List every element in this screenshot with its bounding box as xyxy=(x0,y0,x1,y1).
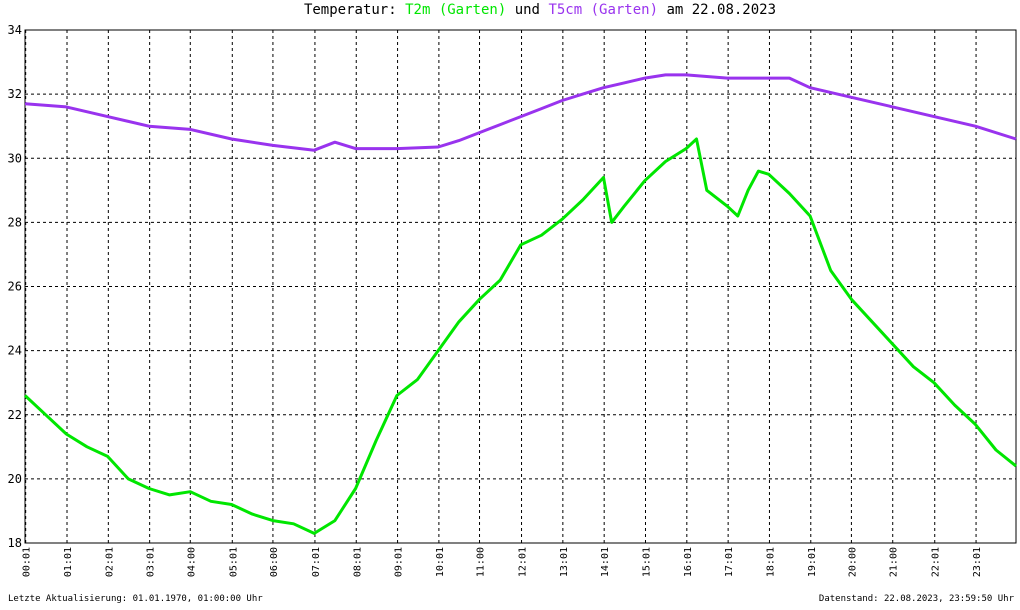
x-tick-label: 05:01 xyxy=(228,547,239,577)
x-tick-label: 06:00 xyxy=(269,547,280,577)
title-text: am 22.08.2023 xyxy=(666,2,776,18)
y-tick-label: 34 xyxy=(8,23,22,37)
legend-entry: T5cm (Garten) xyxy=(548,2,658,18)
y-tick-label: 30 xyxy=(8,151,22,165)
x-tick-label: 23:01 xyxy=(972,547,983,577)
x-tick-label: 17:01 xyxy=(724,547,735,577)
footer-right: Datenstand: 22.08.2023, 23:59:50 Uhr xyxy=(819,594,1015,604)
x-tick-label: 21:00 xyxy=(889,547,900,577)
legend-entry: T2m (Garten) xyxy=(405,2,506,18)
chart-title: Temperatur: T2m (Garten) und T5cm (Garte… xyxy=(304,2,776,18)
x-tick-label: 18:01 xyxy=(765,547,776,577)
title-text: Temperatur: xyxy=(304,2,397,18)
x-tick-label: 19:01 xyxy=(807,547,818,577)
x-tick-label: 15:01 xyxy=(641,547,652,577)
y-tick-label: 28 xyxy=(8,215,22,229)
x-tick-label: 11:00 xyxy=(476,547,487,577)
x-tick-label: 02:01 xyxy=(104,547,115,577)
x-tick-label: 09:01 xyxy=(394,547,405,577)
y-tick-label: 22 xyxy=(8,408,22,422)
y-tick-label: 20 xyxy=(8,472,22,486)
series-line xyxy=(23,137,1017,535)
x-tick-label: 22:01 xyxy=(931,547,942,577)
x-tick-label: 20:00 xyxy=(847,547,858,577)
x-tick-label: 03:01 xyxy=(146,547,157,577)
x-tick-label: 08:01 xyxy=(352,547,363,577)
x-tick-label: 14:01 xyxy=(600,547,611,577)
x-tick-label: 10:01 xyxy=(435,547,446,577)
y-tick-label: 18 xyxy=(8,536,22,550)
y-tick-label: 26 xyxy=(8,280,22,294)
x-tick-label: 00:01 xyxy=(22,547,33,577)
x-tick-label: 12:01 xyxy=(518,547,529,577)
x-tick-label: 07:01 xyxy=(311,547,322,577)
x-tick-label: 01:01 xyxy=(63,547,74,577)
y-tick-label: 32 xyxy=(8,87,22,101)
y-tick-label: 24 xyxy=(8,344,22,358)
x-tick-label: 16:01 xyxy=(683,547,694,577)
series-line xyxy=(24,73,1017,152)
footer-left: Letzte Aktualisierung: 01.01.1970, 01:00… xyxy=(8,594,263,604)
title-text: und xyxy=(515,2,540,18)
x-tick-label: 13:01 xyxy=(559,547,570,577)
x-tick-label: 04:00 xyxy=(186,547,197,577)
